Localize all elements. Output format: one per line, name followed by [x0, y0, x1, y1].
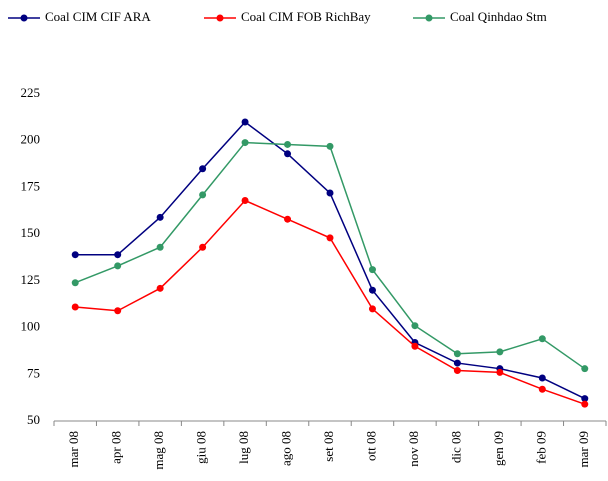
point [368, 305, 376, 313]
legend-label: Coal Qinhdao Stm [450, 9, 547, 24]
point [241, 118, 249, 126]
point [71, 279, 79, 287]
x-tick-label: gen 09 [491, 431, 506, 466]
point [326, 234, 334, 242]
point [453, 350, 461, 358]
point [496, 348, 504, 356]
y-tick-label: 200 [21, 132, 41, 147]
x-tick-label: lug 08 [236, 431, 251, 464]
point [368, 266, 376, 274]
point [326, 142, 334, 150]
y-tick-label: 175 [21, 178, 41, 193]
point [411, 342, 419, 350]
point [156, 213, 164, 221]
legend-marker [425, 14, 433, 22]
y-tick-label: 50 [27, 412, 40, 427]
y-tick-label: 225 [21, 85, 41, 100]
point [71, 251, 79, 259]
x-tick-label: mag 08 [151, 431, 166, 470]
x-tick-label: mar 08 [66, 431, 81, 467]
point [368, 286, 376, 294]
legend-marker [216, 14, 224, 22]
y-tick-label: 125 [21, 272, 41, 287]
point [284, 140, 292, 148]
point [453, 359, 461, 367]
series-line [75, 199, 586, 405]
point [538, 374, 546, 382]
legend-marker [20, 14, 28, 22]
x-tick-label: feb 09 [533, 431, 548, 464]
point [199, 243, 207, 251]
point [156, 243, 164, 251]
legend-label: Coal CIM CIF ARA [45, 9, 151, 24]
point [114, 262, 122, 270]
series-line [74, 141, 586, 370]
x-tick-label: apr 08 [109, 431, 124, 464]
point [114, 251, 122, 259]
x-tick-label: giu 08 [194, 431, 209, 464]
legend-label: Coal CIM FOB RichBay [241, 9, 371, 24]
point [241, 139, 249, 147]
point [199, 165, 207, 173]
x-tick-label: ott 08 [363, 431, 378, 461]
point [241, 197, 249, 205]
x-tick-label: set 08 [321, 431, 336, 462]
point [411, 322, 419, 330]
point [284, 215, 292, 223]
y-tick-label: 75 [27, 365, 40, 380]
point [581, 395, 589, 403]
point [199, 191, 207, 199]
point [284, 150, 292, 158]
point [581, 400, 589, 408]
point [453, 367, 461, 375]
point [71, 303, 79, 311]
point [114, 307, 122, 315]
point [538, 335, 546, 343]
x-tick-label: dic 08 [448, 431, 463, 463]
point [326, 189, 334, 197]
y-tick-label: 100 [21, 319, 41, 334]
point [581, 365, 589, 373]
point [538, 385, 546, 393]
series-line [75, 121, 586, 400]
point [496, 368, 504, 376]
y-tick-label: 150 [21, 225, 41, 240]
x-tick-label: nov 08 [406, 431, 421, 467]
x-tick-label: mar 09 [576, 431, 591, 467]
point [156, 284, 164, 292]
x-tick-label: ago 08 [279, 431, 294, 466]
